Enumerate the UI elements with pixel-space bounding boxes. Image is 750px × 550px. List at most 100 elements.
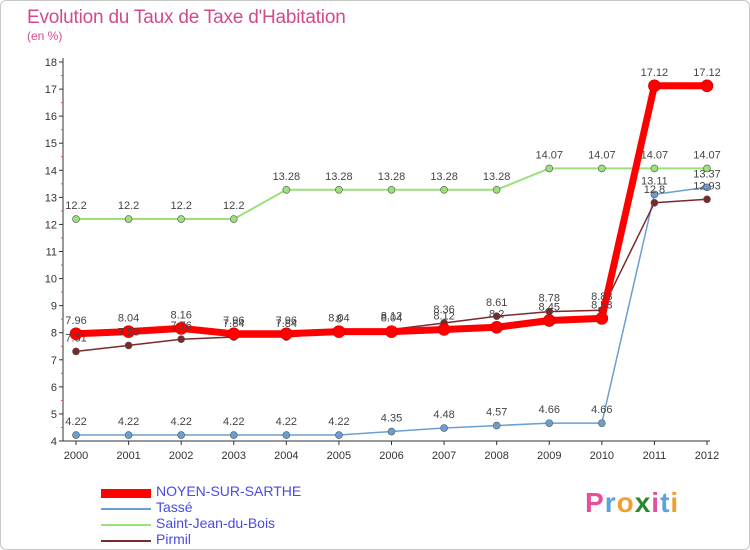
data-point bbox=[177, 215, 185, 223]
data-label: 8.12 bbox=[381, 310, 402, 322]
data-label: 12.2 bbox=[65, 200, 86, 212]
y-tick-label: 12 bbox=[45, 219, 57, 231]
x-tick-label: 2002 bbox=[169, 450, 193, 462]
x-tick-label: 2009 bbox=[537, 450, 561, 462]
data-label: 7.84 bbox=[223, 318, 244, 330]
brand-letter: i bbox=[651, 487, 661, 518]
data-point bbox=[387, 185, 396, 194]
data-label: 8.2 bbox=[489, 308, 504, 320]
data-point bbox=[492, 185, 501, 194]
chart-subtitle: (en %) bbox=[27, 29, 63, 43]
data-label: 13.28 bbox=[325, 171, 353, 183]
y-tick-label: 8 bbox=[51, 328, 57, 340]
data-point bbox=[124, 215, 133, 223]
data-label: 13.28 bbox=[430, 171, 458, 183]
brand-letter: x bbox=[634, 487, 652, 518]
data-label: 8.16 bbox=[170, 309, 191, 321]
data-label: 14.07 bbox=[588, 149, 616, 161]
data-point bbox=[177, 431, 185, 439]
brand-logo: Proxiti bbox=[585, 487, 679, 519]
data-label: 13.37 bbox=[693, 168, 721, 180]
x-tick-label: 2007 bbox=[432, 450, 456, 462]
data-point bbox=[492, 312, 501, 321]
legend-swatch bbox=[101, 540, 151, 542]
data-label: 4.22 bbox=[118, 416, 139, 428]
data-point bbox=[335, 185, 343, 194]
y-tick-label: 7 bbox=[51, 355, 57, 367]
data-point bbox=[700, 79, 714, 93]
legend-swatch bbox=[101, 524, 151, 526]
data-label: 12.2 bbox=[223, 200, 244, 212]
x-tick-label: 2008 bbox=[484, 450, 508, 462]
data-point bbox=[650, 164, 659, 173]
y-tick-label: 15 bbox=[45, 138, 57, 150]
data-label: 4.22 bbox=[223, 416, 244, 428]
data-point bbox=[385, 325, 398, 338]
data-label: 8.53 bbox=[591, 299, 612, 311]
data-point bbox=[332, 325, 346, 338]
data-point bbox=[440, 185, 448, 194]
data-label: 8.45 bbox=[539, 302, 560, 314]
x-tick-label: 2005 bbox=[327, 450, 351, 462]
data-label: 17.12 bbox=[693, 67, 721, 79]
data-point bbox=[598, 419, 606, 427]
data-label: 7.53 bbox=[118, 326, 139, 338]
data-point bbox=[703, 195, 711, 204]
data-label: 4.22 bbox=[65, 416, 86, 428]
x-tick-label: 2003 bbox=[222, 450, 246, 462]
data-point bbox=[648, 79, 661, 93]
data-point bbox=[124, 431, 133, 439]
data-point bbox=[282, 185, 291, 194]
y-tick-label: 16 bbox=[45, 111, 57, 123]
chart-title: Evolution du Taux de Taxe d'Habitation bbox=[27, 7, 346, 28]
data-label: 4.22 bbox=[328, 416, 349, 428]
data-label: 17.12 bbox=[641, 67, 669, 79]
data-point bbox=[177, 335, 185, 344]
data-label: 8.04 bbox=[118, 313, 139, 325]
brand-letter: P bbox=[585, 487, 605, 518]
legend-swatch bbox=[101, 508, 151, 510]
data-label: 12.93 bbox=[693, 180, 721, 192]
data-point bbox=[72, 347, 80, 356]
y-tick-label: 4 bbox=[51, 436, 57, 448]
x-tick-label: 2000 bbox=[64, 450, 88, 462]
data-point bbox=[335, 431, 343, 439]
data-label: 8 bbox=[336, 314, 342, 326]
data-label: 12.2 bbox=[118, 200, 139, 212]
data-label: 7.96 bbox=[65, 315, 86, 327]
data-label: 4.22 bbox=[276, 416, 297, 428]
data-point bbox=[492, 421, 501, 430]
data-point bbox=[124, 341, 133, 350]
data-point bbox=[280, 327, 293, 341]
data-point bbox=[650, 198, 659, 207]
x-tick-label: 2011 bbox=[643, 450, 667, 462]
data-point bbox=[229, 215, 238, 223]
data-point bbox=[440, 424, 448, 432]
data-point bbox=[598, 164, 606, 173]
data-point bbox=[387, 427, 396, 436]
data-label: 8.61 bbox=[486, 297, 507, 309]
data-label: 4.22 bbox=[170, 416, 191, 428]
data-label: 8.36 bbox=[433, 304, 454, 316]
y-tick-label: 5 bbox=[51, 409, 57, 421]
data-label: 4.66 bbox=[591, 404, 612, 416]
data-point bbox=[545, 164, 554, 173]
data-point bbox=[69, 327, 83, 341]
data-label: 13.28 bbox=[483, 171, 511, 183]
data-label: 14.07 bbox=[693, 149, 721, 161]
x-tick-label: 2010 bbox=[590, 450, 614, 462]
data-point bbox=[542, 314, 556, 327]
data-point bbox=[490, 320, 503, 334]
y-tick-label: 9 bbox=[51, 301, 57, 313]
legend-label: Saint-Jean-du-Bois bbox=[156, 515, 276, 531]
y-tick-label: 14 bbox=[45, 165, 57, 177]
data-label: 12.2 bbox=[170, 200, 191, 212]
data-label: 4.48 bbox=[433, 409, 454, 421]
y-tick-label: 18 bbox=[45, 57, 57, 69]
brand-letter: t bbox=[660, 487, 671, 518]
data-point bbox=[703, 183, 711, 192]
x-tick-label: 2004 bbox=[274, 450, 298, 462]
data-point bbox=[282, 431, 291, 439]
